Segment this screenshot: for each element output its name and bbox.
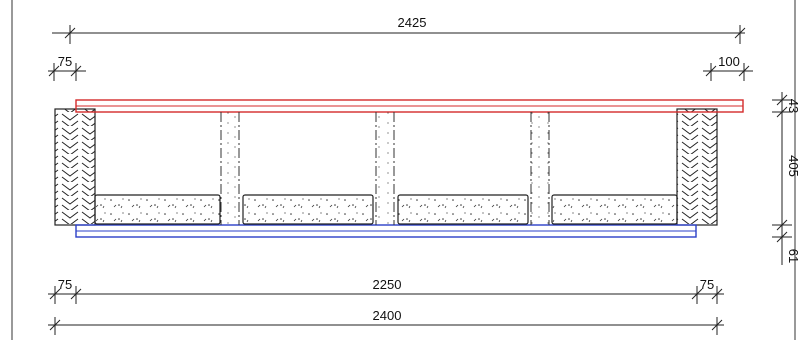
dim-right-vertical xyxy=(772,92,792,265)
insulation-block-3 xyxy=(397,194,529,225)
top-board xyxy=(75,99,744,113)
dim-right-top-layer-label: 43 xyxy=(786,99,801,113)
joist-2 xyxy=(375,112,395,225)
dim-bottom-overall-label: 2400 xyxy=(373,308,402,323)
dim-bottom-span-label: 2250 xyxy=(373,277,402,292)
joist-1 xyxy=(220,112,240,225)
dim-top-left-overhang-label: 75 xyxy=(58,54,72,69)
dim-bottom-left-wall-label: 75 xyxy=(58,277,72,292)
dim-right-height-label: 405 xyxy=(786,155,801,177)
dim-top-left-overhang xyxy=(48,63,86,81)
insulation-block-4 xyxy=(551,194,678,225)
wall-left xyxy=(54,108,96,226)
dim-top-right-overhang-label: 100 xyxy=(718,54,740,69)
insulation-block-2 xyxy=(242,194,374,225)
bottom-board xyxy=(75,224,697,238)
dim-top-right-overhang xyxy=(703,63,753,81)
dim-top-overall xyxy=(52,25,746,44)
dim-bottom-right-wall-label: 75 xyxy=(700,277,714,292)
dim-bottom-segments xyxy=(48,286,724,304)
joist-3 xyxy=(530,112,550,225)
dim-top-overall-label: 2425 xyxy=(398,15,427,30)
wall-right xyxy=(676,108,718,226)
insulation-block-1 xyxy=(94,194,221,225)
dim-right-bottom-layer-label: 61 xyxy=(786,249,801,263)
dim-bottom-overall xyxy=(48,317,724,335)
